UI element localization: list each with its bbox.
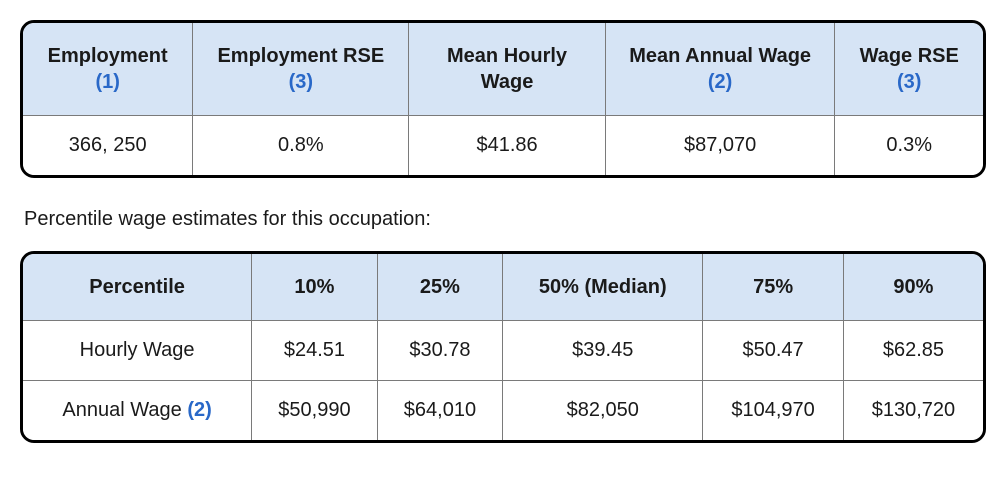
table-row: Hourly Wage $24.51 $30.78 $39.45 $50.47 … — [23, 321, 983, 381]
cell-employment-rse: 0.8% — [193, 116, 409, 175]
table-row: 366, 250 0.8% $41.86 $87,070 0.3% — [23, 116, 983, 175]
col-p75: 75% — [703, 254, 843, 321]
cell-hourly-p75: $50.47 — [703, 321, 843, 381]
col-employment-rse: Employment RSE (3) — [193, 23, 409, 116]
cell-mean-annual-wage: $87,070 — [606, 116, 836, 175]
cell-mean-hourly-wage: $41.86 — [409, 116, 606, 175]
col-label: Mean Annual Wage — [629, 45, 811, 67]
cell-hourly-p50: $39.45 — [503, 321, 703, 381]
table-header-row: Employment (1) Employment RSE (3) Mean H… — [23, 23, 983, 116]
footnote-link[interactable]: (2) — [708, 71, 732, 93]
cell-hourly-p25: $30.78 — [378, 321, 504, 381]
col-label: 75% — [753, 276, 793, 298]
col-label: 90% — [893, 276, 933, 298]
col-wage-rse: Wage RSE (3) — [835, 23, 983, 116]
footnote-link[interactable]: (2) — [187, 399, 211, 421]
col-label: 10% — [294, 276, 334, 298]
row-label: Hourly Wage — [80, 339, 195, 361]
cell-employment: 366, 250 — [23, 116, 193, 175]
percentile-caption: Percentile wage estimates for this occup… — [24, 208, 986, 231]
table-header-row: Percentile 10% 25% 50% (Median) 75% 90% — [23, 254, 983, 321]
col-p50: 50% (Median) — [503, 254, 703, 321]
row-label: Annual Wage — [62, 399, 181, 421]
cell-annual-p25: $64,010 — [378, 381, 504, 440]
col-label: Wage RSE — [860, 45, 959, 67]
col-p10: 10% — [252, 254, 378, 321]
cell-annual-p75: $104,970 — [703, 381, 843, 440]
table-row: Annual Wage (2) $50,990 $64,010 $82,050 … — [23, 381, 983, 440]
col-label: Employment RSE — [217, 45, 384, 67]
col-label: Percentile — [89, 276, 185, 298]
cell-hourly-p90: $62.85 — [844, 321, 983, 381]
col-employment: Employment (1) — [23, 23, 193, 116]
col-mean-hourly-wage: Mean Hourly Wage — [409, 23, 606, 116]
col-p90: 90% — [844, 254, 983, 321]
col-label: 50% (Median) — [539, 276, 667, 298]
row-hourly-wage: Hourly Wage — [23, 321, 252, 381]
cell-hourly-p10: $24.51 — [252, 321, 378, 381]
cell-annual-p90: $130,720 — [844, 381, 983, 440]
row-annual-wage: Annual Wage (2) — [23, 381, 252, 440]
footnote-link[interactable]: (1) — [95, 71, 119, 93]
percentile-wage-table: Percentile 10% 25% 50% (Median) 75% 90% … — [20, 251, 986, 443]
col-p25: 25% — [378, 254, 504, 321]
col-label: Employment — [48, 45, 168, 67]
col-label: Mean Hourly Wage — [447, 45, 567, 93]
col-percentile: Percentile — [23, 254, 252, 321]
col-label: 25% — [420, 276, 460, 298]
cell-annual-p50: $82,050 — [503, 381, 703, 440]
footnote-link[interactable]: (3) — [897, 71, 921, 93]
employment-summary-table: Employment (1) Employment RSE (3) Mean H… — [20, 20, 986, 178]
cell-wage-rse: 0.3% — [835, 116, 983, 175]
col-mean-annual-wage: Mean Annual Wage (2) — [606, 23, 836, 116]
cell-annual-p10: $50,990 — [252, 381, 378, 440]
footnote-link[interactable]: (3) — [289, 71, 313, 93]
